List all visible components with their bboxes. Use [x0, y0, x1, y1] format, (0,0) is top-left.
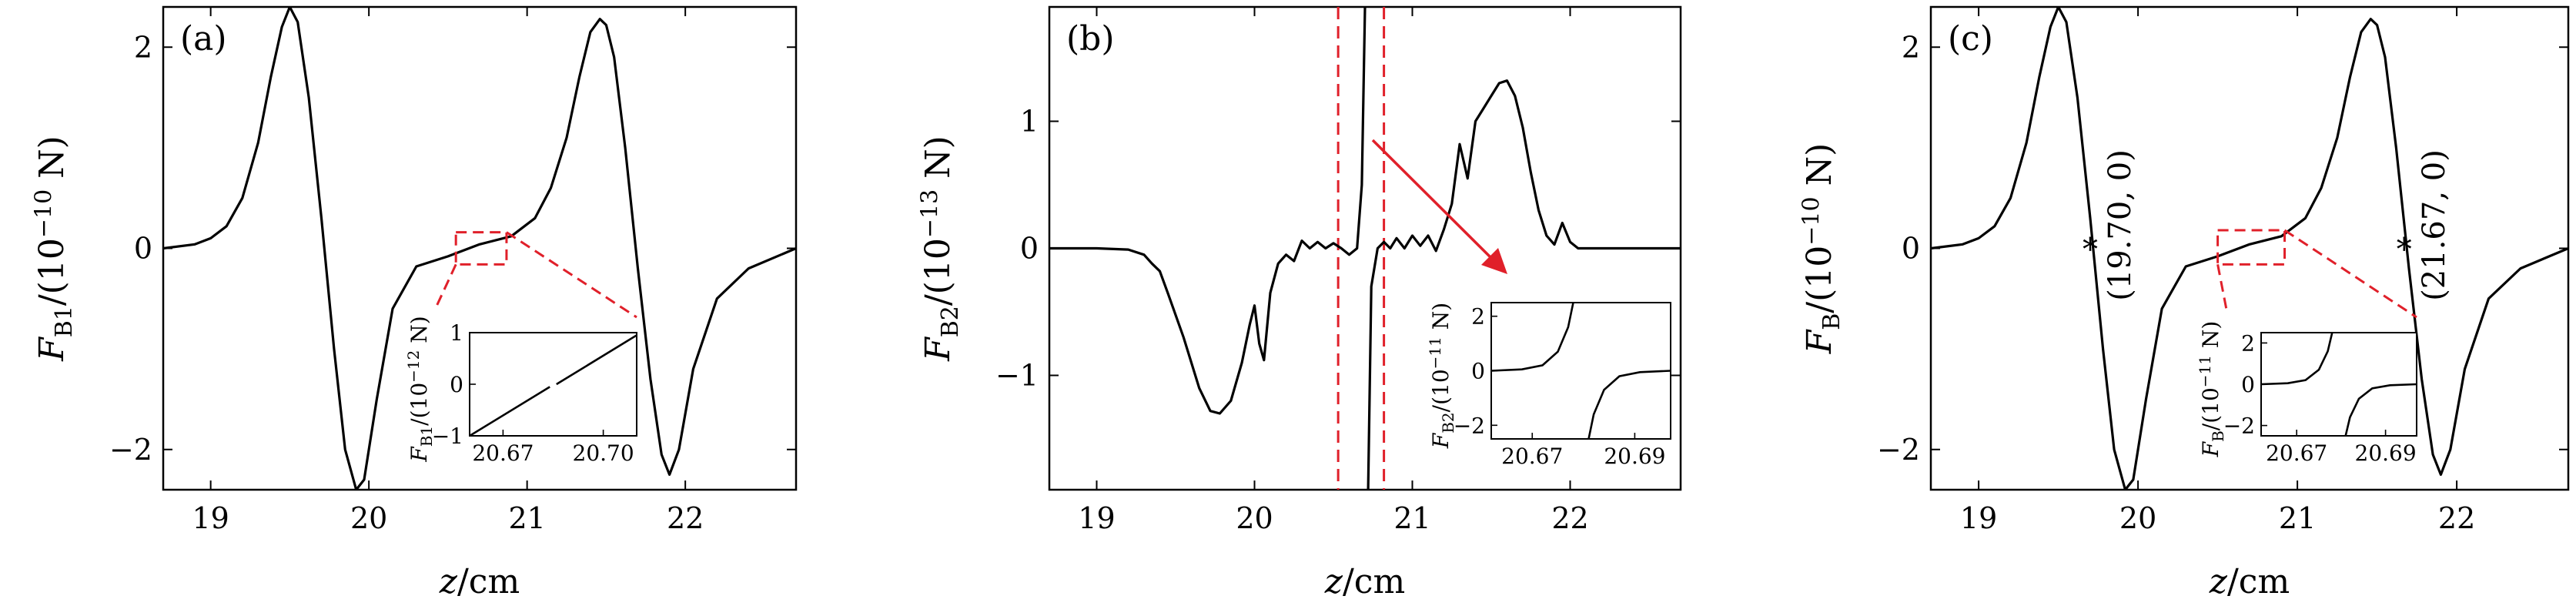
- panel-3-x-tick-label: 21: [2279, 501, 2316, 535]
- panel-1-zoom-leader-right: [506, 231, 637, 319]
- panel-1-inset-y-tick-label: 0: [450, 372, 463, 397]
- panel-1-y-tick-label: 0: [134, 232, 152, 266]
- panel-2-x-tick-label: 22: [1551, 501, 1588, 535]
- panel-1-inset-plot-area: [470, 334, 637, 436]
- panel-1-inset-series-line: [470, 386, 550, 436]
- panel-2-inset-x-tick-label: 20.67: [1501, 444, 1563, 469]
- panel-3-star-marker: *: [2083, 233, 2098, 268]
- panel-3-panel-label: (c): [1948, 19, 1993, 59]
- panel-1-x-tick-label: 21: [508, 501, 545, 535]
- panel-3-inset-y-tick-label: −2: [2223, 413, 2255, 439]
- panel-3-y-tick-label: −2: [1877, 433, 1920, 467]
- panel-3-annotation: (21.67, 0): [2417, 149, 2452, 301]
- panel-2-arrow-line: [1371, 139, 1498, 265]
- panel-3-x-tick-label: 20: [2119, 501, 2156, 535]
- panel-3-inset-y-tick-label: 0: [2241, 372, 2255, 397]
- panel-2-series-line: [1049, 7, 1367, 415]
- panel-2-inset-y-axis-label: FB2/(10−11 N): [1426, 303, 1457, 449]
- panel-3-inset-x-tick-label: 20.67: [2266, 440, 2327, 466]
- panel-2-y-tick-label: −1: [995, 359, 1039, 393]
- panel-2-y-tick-label: 0: [1020, 232, 1039, 266]
- panel-2-arrow-head: [1481, 248, 1507, 274]
- panel-3-star-marker: *: [2397, 233, 2412, 268]
- panel-3-y-axis-label: FB/(10−10 N): [1798, 143, 1845, 355]
- panel-2-series-line: [1367, 79, 1681, 490]
- panel-1-x-axis-label: z/cm: [439, 562, 520, 601]
- panel-1-x-tick-label: 19: [192, 501, 229, 535]
- panel-2-x-tick-label: 19: [1078, 501, 1115, 535]
- panel-2-inset-x-tick-label: 20.69: [1604, 444, 1665, 469]
- panel-2-inset-series-line: [1587, 370, 1671, 439]
- panel-1-plot-area: [163, 7, 796, 490]
- panel-1-zoom-box: [454, 231, 508, 266]
- panel-3-zoom-box: [2216, 229, 2287, 266]
- panel-3-inset: 20.67 20.69 2 0 −2FB/(10−11 N): [2196, 321, 2417, 466]
- panel-1-y-tick-label: 2: [134, 30, 152, 64]
- panel-3-series-line: [1931, 7, 2568, 490]
- panel-2-inset-frame: [1490, 302, 1671, 440]
- panel-2-y-axis-label: FB2/(10−13 N): [917, 136, 964, 362]
- panel-3-plot-area: [1931, 7, 2568, 490]
- panel-3-inset-plot-area: [2261, 333, 2417, 436]
- panel-2-panel-label: (b): [1066, 19, 1115, 59]
- panel-1-inset-y-axis-label: FB1/(10−12 N): [404, 316, 436, 462]
- panel-2-x-tick-label: 20: [1236, 501, 1273, 535]
- panel-3-inset-y-axis-label: FB/(10−11 N): [2196, 321, 2227, 458]
- panel-3-inset-y-tick-label: 2: [2241, 330, 2255, 356]
- panel-2-y-tick-label: 1: [1020, 105, 1039, 139]
- panel-1-series-line: [163, 7, 796, 490]
- panel-2-inset-plot-area: [1491, 303, 1671, 439]
- panel-1-x-tick-label: 22: [667, 501, 704, 535]
- panel-2-x-axis-label: z/cm: [1324, 562, 1405, 601]
- panel-3-inset-series-line: [2344, 383, 2417, 436]
- panel-1-x-tick-label: 20: [350, 501, 387, 535]
- panel-1-y-tick-label: −2: [109, 433, 152, 467]
- panel-3-annotation: (19.70, 0): [2103, 149, 2138, 301]
- panel-1-inset-series-line: [556, 334, 637, 386]
- panel-1-zoom-leader-left: [433, 263, 457, 310]
- panel-1-inset-y-tick-label: 1: [450, 320, 463, 346]
- panel-3-y-tick-label: 0: [1902, 232, 1920, 266]
- panel-2-inset-series-line: [1491, 303, 1574, 372]
- panel-2-inset-y-tick-label: 0: [1471, 359, 1485, 384]
- panel-2-plot-area: [1049, 7, 1681, 490]
- panel-1-inset-x-tick-label: 20.70: [573, 440, 634, 466]
- panel-2-inset-y-tick-label: −2: [1454, 413, 1485, 438]
- panel-1-panel-label: (a): [180, 19, 227, 59]
- panel-3-zoom-leader-left: [2216, 264, 2228, 310]
- panel-2-x-tick-label: 21: [1393, 501, 1430, 535]
- panel-3-zoom-leader-right: [2283, 229, 2417, 319]
- panel-1-y-axis-label: FB1/(10−10 N): [31, 136, 78, 362]
- panel-1-inset-y-tick-label: −1: [432, 424, 463, 449]
- panel-3-y-tick-label: 2: [1902, 30, 1920, 64]
- panel-1-inset-x-tick-label: 20.67: [472, 440, 534, 466]
- panel-3-inset-x-tick-label: 20.69: [2355, 440, 2417, 466]
- panel-3-inset-series-line: [2261, 333, 2333, 386]
- panel-2-inset-y-tick-label: 2: [1471, 304, 1485, 330]
- panel-1-inset-frame: [469, 332, 637, 437]
- panel-3-x-tick-label: 22: [2438, 501, 2475, 535]
- panel-3-x-tick-label: 19: [1960, 501, 1997, 535]
- panel-3-x-axis-label: z/cm: [2209, 562, 2290, 601]
